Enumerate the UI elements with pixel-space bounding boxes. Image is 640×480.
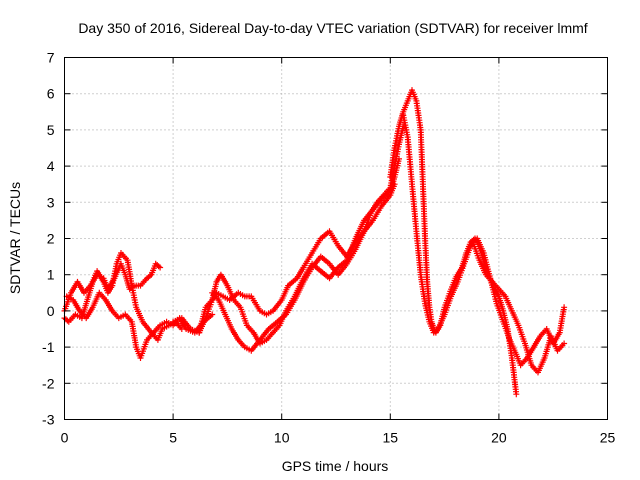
y-tick-label: 2 [47,231,55,247]
y-tick-label: 4 [47,158,55,174]
y-tick-label: 1 [47,267,55,283]
y-tick-label: 6 [47,86,55,102]
x-tick-label: 5 [169,430,177,446]
series-markers [400,112,568,369]
y-tick-label: 7 [47,50,55,66]
y-tick-label: -3 [42,412,55,428]
series-markers [469,239,568,376]
x-tick-label: 25 [600,430,616,446]
data-layer [61,87,568,398]
x-tick-label: 15 [383,430,399,446]
y-tick-label: -2 [42,375,55,391]
y-tick-label: 3 [47,194,55,210]
y-tick-label: 0 [47,303,55,319]
grid [64,57,608,420]
series-trace [389,88,518,395]
chart-title: Day 350 of 2016, Sidereal Day-to-day VTE… [78,20,587,36]
x-tick-label: 0 [61,430,69,446]
plot-frame [64,57,608,420]
y-tick-label: 5 [47,122,55,138]
y-tick-label: -1 [42,339,55,355]
series-trace [198,158,401,345]
x-tick-label: 20 [491,430,507,446]
x-tick-label: 10 [274,430,290,446]
x-axis-label: GPS time / hours [282,458,389,474]
series-markers [209,123,407,354]
y-axis-label: SDTVAR / TECUs [7,182,23,294]
ticks: 0 5 10 15 20 25 -3 -2 -1 0 1 2 3 4 5 6 7 [42,50,615,446]
